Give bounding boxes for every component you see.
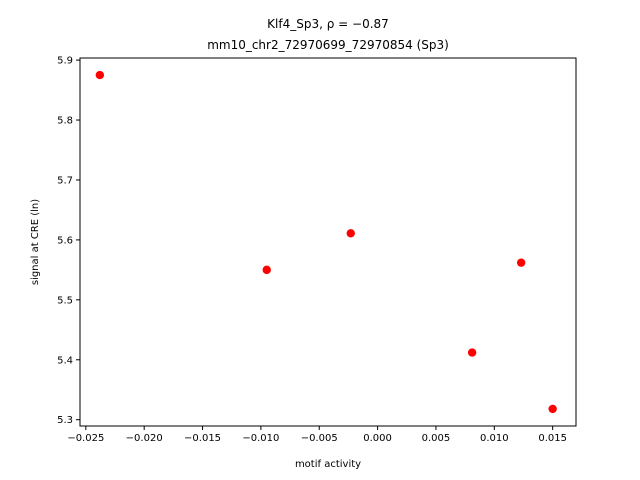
data-point [95,70,105,80]
x-tick-label: 0.005 [422,433,451,444]
y-tick-label: 5.6 [57,235,73,246]
data-point [548,404,557,414]
data-point [262,265,271,275]
y-axis: 5.3 5.4 5.5 5.6 5.7 5.8 5.9 [57,56,80,426]
y-tick-label: 5.7 [57,175,73,186]
data-point [516,258,526,267]
data-point [346,229,355,238]
x-tick-label: 0.010 [480,433,509,444]
x-tick-label: 0.000 [363,433,392,444]
plot-frame [79,57,577,427]
x-tick-label: −0.005 [301,433,338,444]
y-tick-label: 5.5 [57,295,73,306]
y-tick-label: 5.9 [57,56,73,67]
y-tick-label: 5.8 [57,116,73,127]
x-tick-label: −0.010 [242,433,279,444]
x-tick-label: −0.020 [126,433,163,444]
data-point [467,348,477,357]
chart-title-line1: Klf4_Sp3, ρ = −0.87 [267,17,389,31]
x-axis: −0.025 −0.020 −0.015 −0.010 −0.005 0.000 0.005… [67,426,567,444]
plot-area [95,70,557,414]
x-tick-label: −0.015 [184,433,221,444]
x-axis-label: motif activity [295,459,361,470]
chart-title-line2: mm10_chr2_72970699_72970854 (Sp3) [207,38,449,52]
y-tick-label: 5.3 [57,415,73,426]
x-tick-label: −0.025 [67,433,104,444]
y-tick-label: 5.4 [57,355,73,366]
x-tick-label: 0.015 [538,433,567,444]
y-axis-label: signal at CRE (ln) [30,199,41,285]
